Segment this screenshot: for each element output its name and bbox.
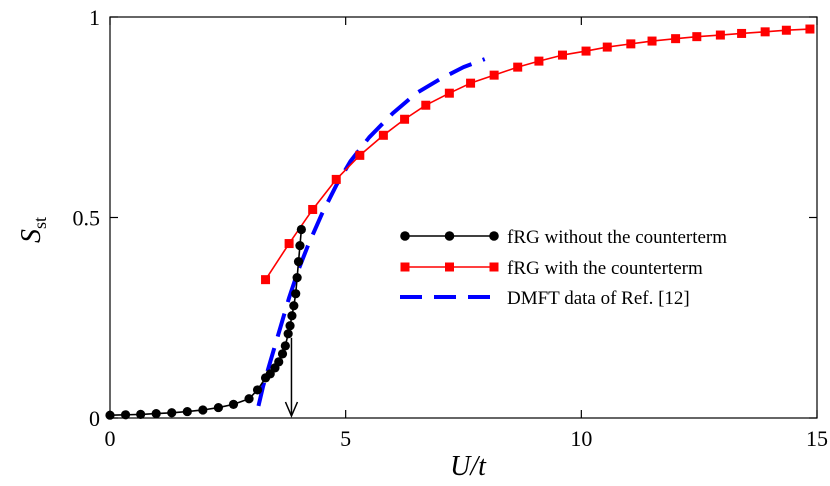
x-tick-label: 5 xyxy=(340,426,351,451)
data-point-square xyxy=(557,50,567,60)
data-point-circle xyxy=(244,394,254,404)
legend-marker-circle xyxy=(444,231,455,241)
legend-entry-frg-without: fRG without the counterterm xyxy=(400,227,727,248)
data-point-circle xyxy=(296,224,306,235)
data-point-square xyxy=(284,239,294,249)
data-point-circle xyxy=(295,240,305,251)
data-point-square xyxy=(715,30,725,40)
data-point-square xyxy=(400,114,410,124)
data-point-circle xyxy=(120,410,131,420)
data-point-circle xyxy=(228,399,239,409)
legend-marker-square xyxy=(400,262,410,272)
data-point-circle xyxy=(287,311,297,321)
data-point-square xyxy=(355,150,365,160)
data-point-circle xyxy=(198,405,208,415)
y-tick-label: 0 xyxy=(89,406,100,431)
data-point-square xyxy=(647,36,657,46)
x-axis-label: U/t xyxy=(450,451,487,482)
data-point-circle xyxy=(213,402,224,413)
data-point-circle xyxy=(285,321,295,331)
data-point-circle xyxy=(283,329,293,339)
legend: fRG without the counterterm fRG with the… xyxy=(400,227,727,309)
legend-marker-circle xyxy=(489,231,499,241)
data-point-square xyxy=(671,34,681,44)
data-point-circle xyxy=(136,409,146,419)
data-point-circle xyxy=(182,406,192,417)
data-point-circle xyxy=(291,289,301,299)
data-point-square xyxy=(513,62,523,72)
y-tick-label: 0.5 xyxy=(73,206,101,231)
y-tick-label: 1 xyxy=(89,5,100,30)
data-point-circle xyxy=(167,408,177,418)
legend-marker-square xyxy=(489,262,499,272)
legend-entry-frg-with: fRG with the counterterm xyxy=(400,258,703,279)
legend-label: fRG without the counterterm xyxy=(507,227,727,248)
legend-marker-square xyxy=(445,262,454,272)
data-point-square xyxy=(444,88,454,98)
data-point-square xyxy=(737,28,747,38)
data-point-square xyxy=(421,100,431,110)
data-point-square xyxy=(602,42,612,52)
legend-marker-circle xyxy=(400,231,410,241)
legend-label: fRG with the counterterm xyxy=(507,258,703,279)
data-point-circle xyxy=(151,408,161,419)
y-axis-label-subscript: st xyxy=(30,217,50,229)
svg-text:Sst: Sst xyxy=(16,217,50,243)
arrow-annotation xyxy=(284,337,299,418)
data-point-circle xyxy=(280,341,290,351)
data-point-square xyxy=(331,174,341,184)
data-point-square xyxy=(308,204,318,214)
plot-area-border xyxy=(109,16,818,419)
data-point-square xyxy=(626,39,636,49)
data-point-circle xyxy=(105,410,115,420)
y-axis-label: Sst xyxy=(16,217,50,243)
data-point-square xyxy=(466,78,476,88)
series-1 xyxy=(261,24,815,285)
series-line xyxy=(109,229,303,416)
x-tick-label: 15 xyxy=(806,426,828,451)
data-point-square xyxy=(581,46,591,56)
data-point-circle xyxy=(274,357,284,367)
data-point-circle xyxy=(252,385,263,395)
series-2 xyxy=(256,57,486,407)
series-layer xyxy=(105,24,815,420)
data-point-square xyxy=(489,70,499,80)
series-0 xyxy=(105,224,306,420)
data-point-square xyxy=(261,275,271,285)
data-point-square xyxy=(760,27,770,37)
legend-entry-dmft: DMFT data of Ref. [12] xyxy=(400,288,690,309)
data-point-square xyxy=(805,24,815,34)
data-point-square xyxy=(378,130,388,140)
x-tick-label: 10 xyxy=(570,426,592,451)
data-point-circle xyxy=(292,273,302,283)
arrow-head xyxy=(284,401,299,418)
data-point-circle xyxy=(293,257,304,267)
x-tick-label: 0 xyxy=(105,426,116,451)
plot-frame xyxy=(109,16,818,419)
series-dashed-line xyxy=(256,57,486,407)
x-axis-ticks: 0 5 10 15 xyxy=(105,17,828,451)
data-point-square xyxy=(781,25,791,35)
data-point-square xyxy=(692,32,702,42)
data-point-circle xyxy=(289,301,299,311)
y-axis-label-main: S xyxy=(16,229,47,243)
data-point-circle xyxy=(277,349,288,359)
legend-label: DMFT data of Ref. [12] xyxy=(507,288,690,309)
y-axis-ticks: 00.51 xyxy=(73,5,817,431)
data-point-square xyxy=(534,56,544,66)
